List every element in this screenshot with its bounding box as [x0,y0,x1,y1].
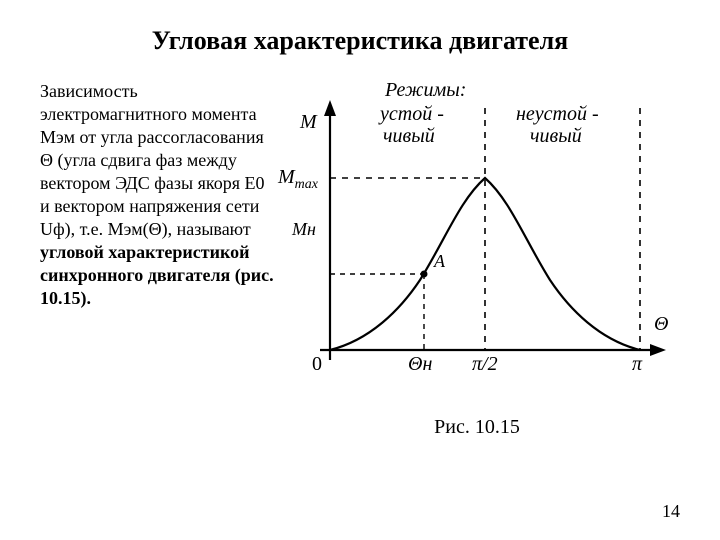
y-mmax-m: M [278,166,295,188]
region-unstable-b: чивый [530,126,582,146]
para-bold: угловой характеристикой синхронного двиг… [40,242,274,308]
region-stable-a: устой - [380,104,444,124]
description-text: Зависимость электромагнитного момента Мэ… [40,80,274,310]
theta-axis-label: Θ [654,314,668,334]
page-number: 14 [662,501,680,522]
region-unstable-a: неустой - [516,104,599,124]
regimes-label: Режимы: [385,80,466,100]
x-zero: 0 [312,354,322,374]
x-theta-n: Θн [408,354,432,374]
angle-chart: Режимы: устой - чивый неустой - чивый M … [280,80,680,410]
slide: Угловая характеристика двигателя Зависим… [0,0,720,540]
y-mmax-sub: max [295,177,318,192]
region-stable-b: чивый [383,126,435,146]
figure-caption: Рис. 10.15 [274,416,680,439]
content-row: Зависимость электромагнитного момента Мэ… [40,80,680,439]
y-axis-label: M [300,112,317,132]
figure-area: Режимы: устой - чивый неустой - чивый M … [274,80,680,439]
para-main: Зависимость электромагнитного момента Мэ… [40,81,264,239]
point-a-label: А [434,252,445,270]
y-mmax: Mmax [278,167,318,192]
chart-svg [280,80,680,390]
y-mn: Mн [292,220,316,238]
x-pi2: π/2 [472,354,498,374]
x-pi: π [632,354,642,374]
slide-title: Угловая характеристика двигателя [40,26,680,56]
